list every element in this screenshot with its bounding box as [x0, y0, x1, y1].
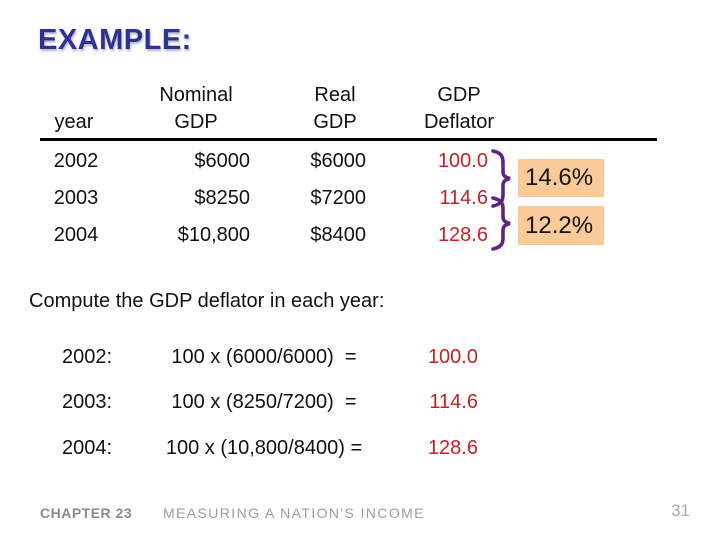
- table-row-2004-nominal: $10,800: [177, 224, 250, 246]
- calc-result: 114.6: [429, 391, 478, 413]
- table-header-divider: [40, 138, 657, 141]
- table-row-2002-nominal: $6000: [194, 150, 250, 172]
- calc-year-label: 2004:: [62, 437, 113, 459]
- table-row-2004-real: $8400: [310, 224, 366, 246]
- curly-brace-icon: [491, 149, 511, 208]
- growth-rate-callout: 12.2%: [518, 206, 604, 245]
- table-row-2002-year: 2002: [53, 150, 99, 172]
- col-header-real-gdp: Real GDP: [313, 84, 357, 133]
- table-row-2002-deflator: 100.0: [437, 150, 488, 172]
- footer-page-number: 31: [671, 501, 690, 520]
- calc-year-label: 2003:: [62, 391, 113, 413]
- calc-result: 100.0: [427, 346, 478, 368]
- slide-title: EXAMPLE:: [38, 24, 192, 56]
- table-row-2003-real: $7200: [310, 187, 366, 209]
- table-row-2003-nominal: $8250: [194, 187, 250, 209]
- compute-heading: Compute the GDP deflator in each year:: [29, 290, 385, 312]
- table-row-2003-year: 2003: [53, 187, 99, 209]
- table-row-2002-real: $6000: [310, 150, 366, 172]
- table-row-2004-deflator: 128.6: [437, 224, 488, 246]
- table-row-2003-deflator: 114.6: [439, 187, 488, 209]
- calc-row-2003: 2003: 100 x (8250/7200) = 114.6: [0, 391, 520, 415]
- growth-rate-value: 14.6%: [525, 164, 594, 191]
- growth-rate-callout: 14.6%: [518, 159, 604, 197]
- col-header-gdp-deflator: GDP Deflator: [423, 84, 495, 133]
- growth-rate-value: 12.2%: [525, 211, 594, 239]
- footer-book-title: MEASURING A NATION'S INCOME: [163, 505, 425, 521]
- calc-expression: 100 x (6000/6000) =: [171, 346, 357, 368]
- calc-row-2002: 2002: 100 x (6000/6000) = 100.0: [0, 346, 520, 370]
- calc-row-2004: 2004: 100 x (10,800/8400) = 128.6: [0, 437, 520, 461]
- footer-chapter-label: CHAPTER 23: [40, 505, 133, 521]
- calc-expression: 100 x (8250/7200) =: [171, 391, 357, 413]
- col-header-nominal-gdp: Nominal GDP: [159, 84, 233, 133]
- calc-expression: 100 x (10,800/8400) =: [165, 437, 363, 459]
- calc-year-label: 2002:: [62, 346, 113, 368]
- calc-result: 128.6: [427, 437, 478, 459]
- col-header-year: year: [54, 111, 94, 133]
- table-row-2004-year: 2004: [53, 224, 99, 246]
- curly-brace-icon: [491, 196, 511, 251]
